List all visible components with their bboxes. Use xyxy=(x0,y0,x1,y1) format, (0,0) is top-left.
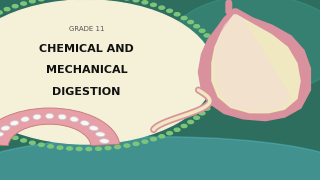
Circle shape xyxy=(204,34,210,37)
Circle shape xyxy=(188,120,194,124)
Circle shape xyxy=(29,0,35,3)
Circle shape xyxy=(124,144,130,147)
Circle shape xyxy=(159,6,164,9)
Circle shape xyxy=(105,147,111,150)
Circle shape xyxy=(151,3,156,6)
Circle shape xyxy=(194,116,199,119)
Circle shape xyxy=(194,25,199,28)
Circle shape xyxy=(133,0,139,2)
Circle shape xyxy=(4,8,10,11)
Circle shape xyxy=(220,70,226,74)
Circle shape xyxy=(217,54,223,57)
Ellipse shape xyxy=(96,132,105,137)
Circle shape xyxy=(57,146,63,149)
Ellipse shape xyxy=(0,137,320,180)
Ellipse shape xyxy=(46,113,54,119)
Circle shape xyxy=(76,147,82,150)
Circle shape xyxy=(159,135,164,138)
Circle shape xyxy=(67,147,72,150)
Circle shape xyxy=(167,132,172,135)
Polygon shape xyxy=(198,9,310,121)
Text: GRADE 11: GRADE 11 xyxy=(69,26,104,32)
Circle shape xyxy=(215,92,221,95)
Circle shape xyxy=(208,102,214,105)
Circle shape xyxy=(199,29,205,32)
Circle shape xyxy=(219,60,225,63)
Ellipse shape xyxy=(81,121,89,126)
Circle shape xyxy=(48,145,53,148)
Circle shape xyxy=(204,107,210,110)
Circle shape xyxy=(133,142,139,145)
Circle shape xyxy=(217,87,223,90)
Circle shape xyxy=(96,147,101,150)
Circle shape xyxy=(151,138,156,141)
Circle shape xyxy=(220,76,226,79)
Circle shape xyxy=(215,49,221,52)
Circle shape xyxy=(174,128,180,131)
Polygon shape xyxy=(214,14,291,112)
Circle shape xyxy=(115,145,120,149)
Circle shape xyxy=(142,140,148,143)
Ellipse shape xyxy=(33,114,41,120)
Circle shape xyxy=(0,130,2,133)
Circle shape xyxy=(29,141,35,144)
Circle shape xyxy=(212,44,218,47)
Circle shape xyxy=(12,136,18,140)
Circle shape xyxy=(181,16,187,20)
Ellipse shape xyxy=(89,126,98,131)
Circle shape xyxy=(181,124,187,128)
Ellipse shape xyxy=(10,121,19,126)
Text: MECHANICAL: MECHANICAL xyxy=(45,65,127,75)
Circle shape xyxy=(220,65,226,68)
Circle shape xyxy=(12,4,18,8)
Circle shape xyxy=(167,9,172,12)
Circle shape xyxy=(4,133,10,136)
Circle shape xyxy=(212,97,218,100)
Ellipse shape xyxy=(100,139,109,143)
Circle shape xyxy=(38,0,44,1)
Text: DIGESTION: DIGESTION xyxy=(52,87,121,97)
Circle shape xyxy=(142,1,148,4)
Circle shape xyxy=(174,13,180,16)
Circle shape xyxy=(199,112,205,115)
Ellipse shape xyxy=(70,117,78,122)
Text: CHEMICAL AND: CHEMICAL AND xyxy=(39,44,134,54)
Ellipse shape xyxy=(0,132,4,137)
Wedge shape xyxy=(0,108,120,146)
Circle shape xyxy=(21,2,27,5)
Ellipse shape xyxy=(1,126,10,131)
Circle shape xyxy=(219,81,225,84)
Circle shape xyxy=(38,143,44,146)
Circle shape xyxy=(208,39,214,42)
Circle shape xyxy=(0,11,2,14)
Circle shape xyxy=(0,0,214,144)
Ellipse shape xyxy=(21,117,29,122)
Ellipse shape xyxy=(58,114,66,120)
Polygon shape xyxy=(211,14,301,113)
Circle shape xyxy=(188,20,194,24)
Circle shape xyxy=(86,147,92,151)
Circle shape xyxy=(21,139,27,142)
Ellipse shape xyxy=(168,0,320,94)
Circle shape xyxy=(220,70,226,74)
